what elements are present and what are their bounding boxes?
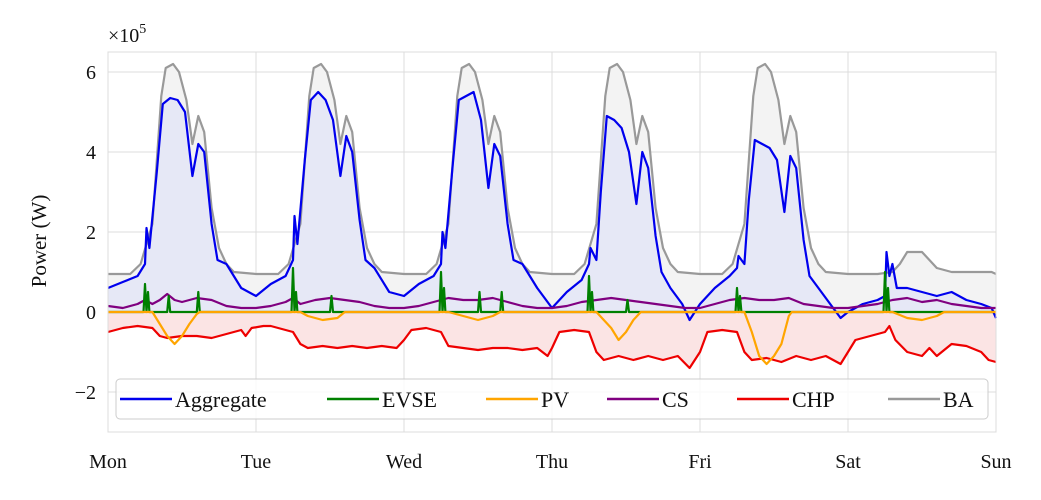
plot-frame xyxy=(107,51,997,433)
y-tick-label: −2 xyxy=(75,382,96,404)
legend: Aggregate EVSE PV CS CHP BA xyxy=(115,378,989,420)
legend-label-ba: BA xyxy=(943,387,974,412)
x-tick-label: Tue xyxy=(241,451,272,473)
y-tick-label: 2 xyxy=(86,222,96,244)
legend-label-pv: PV xyxy=(541,387,569,412)
axes: Mon Tue Wed Thu Fri Sat Sun −2 0 2 4 6 xyxy=(75,51,1012,473)
y-tick-label: 6 xyxy=(86,62,96,84)
x-tick-label: Sat xyxy=(835,451,861,473)
legend-label-evse: EVSE xyxy=(382,387,437,412)
aggregate-fill xyxy=(108,92,996,312)
y-tick-label: 4 xyxy=(86,142,96,164)
legend-label-aggregate: Aggregate xyxy=(175,387,267,412)
series-line-aggregate xyxy=(107,90,998,322)
x-tick-label: Mon xyxy=(89,451,127,473)
x-tick-label: Thu xyxy=(536,451,568,473)
y-multiplier-label: ×105 xyxy=(108,22,146,47)
y-axis-label: Power (W) xyxy=(27,195,51,288)
y-tick-label: 0 xyxy=(86,302,96,324)
legend-label-chp: CHP xyxy=(792,387,835,412)
legend-label-cs: CS xyxy=(662,387,689,412)
series-line-chp xyxy=(107,324,997,370)
series-line-cs xyxy=(107,292,996,310)
series-lines xyxy=(107,62,998,370)
x-tick-label: Wed xyxy=(386,451,422,473)
grid xyxy=(107,52,997,432)
x-tick-label: Sun xyxy=(980,451,1011,473)
x-tick-label: Fri xyxy=(688,451,712,473)
series-line-pv xyxy=(108,310,996,366)
legend-box xyxy=(115,378,989,420)
